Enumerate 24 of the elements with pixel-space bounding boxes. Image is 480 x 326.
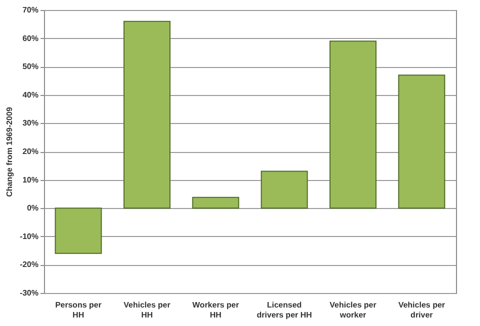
bar — [398, 74, 446, 209]
y-tick-label: 20% — [22, 147, 38, 156]
x-tick-label: Vehicles per driver — [398, 300, 446, 320]
y-tick-label: 0% — [26, 204, 38, 213]
y-tick-label: 30% — [22, 118, 38, 128]
y-tick-label: -10% — [20, 232, 38, 241]
x-tick-label: Workers per HH — [192, 300, 239, 320]
x-tick-label: Licensed drivers per HH — [256, 300, 312, 320]
y-tick-label: -30% — [20, 288, 38, 298]
y-axis-title: Change from 1969-2009 — [4, 106, 14, 197]
y-tick-label: 40% — [22, 90, 38, 100]
y-tick-label: 70% — [22, 6, 38, 14]
y-tick-label: -20% — [20, 260, 38, 270]
x-tick-label: Vehicles per HH — [124, 300, 170, 320]
bar — [54, 208, 102, 254]
y-tick-label: 60% — [22, 34, 38, 43]
bar — [330, 40, 376, 209]
bar — [260, 170, 308, 209]
bar — [124, 20, 170, 209]
bar — [192, 196, 240, 209]
y-tick-label: 10% — [22, 175, 38, 184]
y-tick-label: 50% — [22, 62, 38, 72]
x-tick-label: Vehicles per worker — [330, 300, 376, 320]
x-tick-label: Persons per HH — [55, 300, 102, 320]
